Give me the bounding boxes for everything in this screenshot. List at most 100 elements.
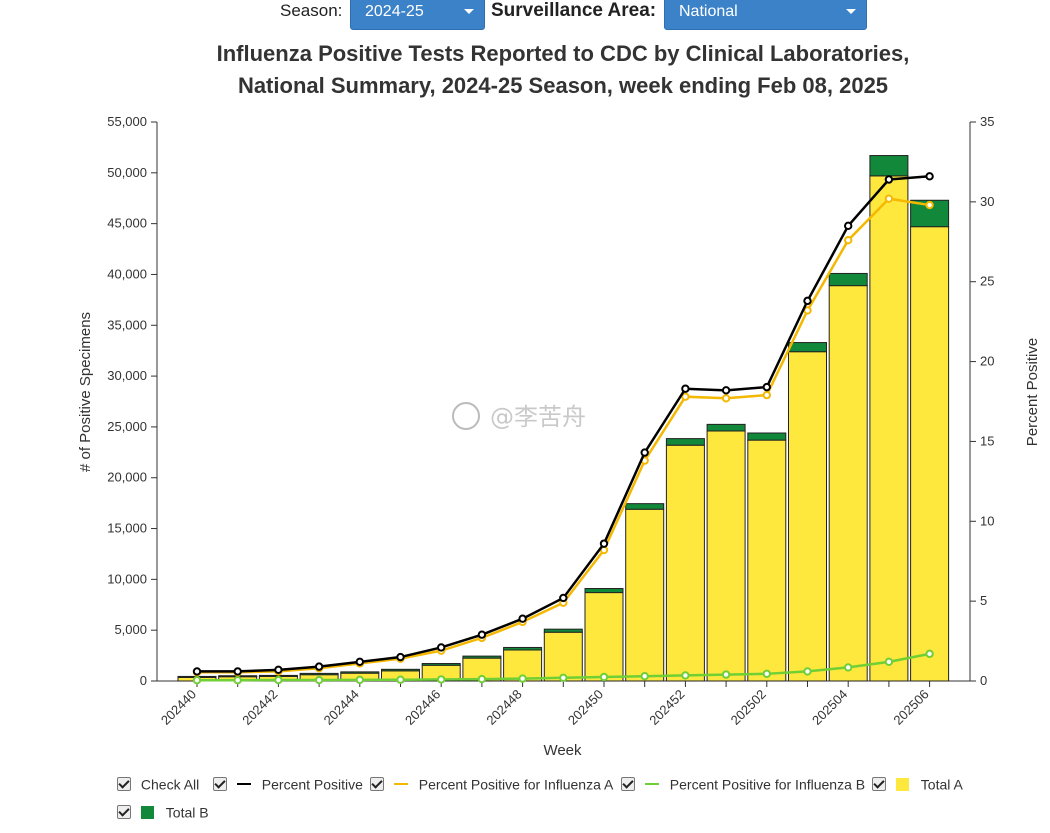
legend-swatch	[393, 783, 408, 786]
bar-total-b	[421, 663, 461, 666]
chart-title-line1: Influenza Positive Tests Reported to CDC…	[216, 41, 910, 66]
line-point	[518, 614, 527, 623]
bar-total-b	[543, 628, 583, 633]
y-tick-label: 15,000	[107, 521, 147, 536]
legend-check-all[interactable]: Check All	[117, 772, 199, 794]
x-tick-label: 202504	[809, 687, 850, 728]
check-all-checkbox[interactable]	[117, 777, 131, 792]
line-point	[844, 235, 853, 245]
y-tick-label: 50,000	[107, 165, 147, 180]
legend-swatch	[644, 783, 659, 786]
line-point	[681, 392, 690, 401]
bar-total-a	[910, 226, 950, 682]
bar-total-b	[706, 423, 746, 432]
line-point	[599, 539, 609, 548]
legend-swatch	[140, 805, 154, 819]
line-point	[233, 676, 242, 685]
line-point	[681, 384, 690, 393]
line-point	[884, 194, 894, 203]
x-tick-label: 202450	[565, 687, 606, 728]
line-point	[844, 663, 853, 672]
line-point	[884, 657, 894, 667]
watermark-icon	[452, 402, 480, 430]
bar-total-a	[869, 175, 909, 682]
y2-axis-title: Percent Positive	[1024, 338, 1041, 446]
line-point	[721, 670, 731, 679]
bar-total-b	[503, 646, 543, 651]
legend-label: Total B	[165, 804, 209, 821]
line-point	[477, 674, 487, 684]
line-point	[721, 386, 731, 395]
legend-checkbox[interactable]	[117, 805, 131, 820]
y2-tick-label: 20	[980, 354, 994, 369]
chevron-down-icon	[846, 9, 856, 14]
y2-tick-label: 5	[980, 593, 987, 608]
y2-tick-label: 30	[980, 194, 994, 209]
surveillance-area-value: National	[679, 3, 738, 20]
line-point	[192, 667, 202, 676]
line-point	[355, 675, 364, 685]
line-point	[640, 672, 649, 681]
line-point	[762, 382, 771, 392]
line-point	[559, 673, 568, 683]
season-label: Season:	[280, 1, 343, 20]
legend-item-percent-positive-b[interactable]: Percent Positive for Influenza B	[621, 772, 865, 794]
controls-bar: Season: 2024-25 Surveillance Area: Natio…	[0, 0, 1050, 32]
legend-checkbox[interactable]	[213, 777, 227, 792]
bar-total-b	[381, 668, 420, 672]
y2-tick-label: 10	[980, 513, 994, 528]
y-tick-label: 55,000	[107, 114, 147, 129]
line-point	[518, 674, 527, 683]
y-tick-label: 5,000	[114, 622, 147, 637]
legend-item-total-b[interactable]: Total B	[117, 800, 209, 822]
line-point	[884, 175, 894, 184]
bar-total-a	[584, 592, 624, 682]
line-point	[925, 649, 934, 659]
legend-checkbox[interactable]	[370, 777, 384, 792]
line-point	[274, 675, 283, 685]
line-point	[803, 296, 812, 306]
line-point	[844, 221, 853, 231]
line-point	[314, 675, 324, 685]
chart-title-line2: National Summary, 2024-25 Season, week e…	[237, 73, 889, 98]
bar-total-b	[665, 438, 705, 446]
line-point	[233, 667, 242, 676]
x-tick-label: 202452	[646, 687, 687, 728]
bar-total-a	[828, 285, 868, 682]
x-axis-title: Week	[543, 742, 582, 759]
season-select[interactable]: 2024-25	[350, 0, 485, 30]
x-tick-label: 202506	[890, 687, 931, 728]
legend-item-percent-positive-a[interactable]: Percent Positive for Influenza A	[370, 772, 613, 794]
x-tick-label: 202440	[158, 687, 199, 728]
surveillance-area-select[interactable]: National	[664, 0, 867, 30]
y2-tick-label: 25	[980, 274, 994, 289]
legend-swatch	[236, 783, 251, 786]
legend-item-percent-positive[interactable]: Percent Positive	[213, 772, 363, 794]
bar-total-b	[788, 342, 827, 353]
y-tick-label: 30,000	[107, 368, 147, 383]
legend-label: Percent Positive for Influenza B	[669, 776, 866, 793]
bar-total-b	[584, 588, 624, 594]
legend-item-total-a[interactable]: Total A	[872, 772, 963, 794]
y-tick-label: 40,000	[107, 266, 147, 281]
bar-total-b	[299, 672, 339, 676]
legend-label: Percent Positive	[261, 776, 363, 793]
line-point	[437, 643, 446, 652]
legend-checkbox[interactable]	[872, 777, 886, 792]
x-tick-label: 202442	[239, 687, 280, 728]
line-point	[396, 675, 405, 684]
chart-svg: 0 5,000 10,000 15,000 20,000 25,000 30,000 35,0…	[77, 114, 1041, 759]
x-tick-label: 202444	[321, 687, 362, 728]
line-point	[477, 630, 487, 639]
bar-total-a	[788, 351, 827, 682]
bar-total-b	[869, 155, 909, 177]
y-tick-label: 45,000	[107, 216, 147, 231]
chevron-down-icon	[464, 9, 474, 14]
line-point	[640, 448, 649, 457]
line-point	[803, 667, 812, 676]
legend-checkbox[interactable]	[621, 777, 635, 792]
line-point	[925, 172, 934, 181]
bar-total-b	[625, 503, 665, 510]
surveillance-area-label: Surveillance Area:	[491, 0, 657, 21]
bar-total-b	[340, 671, 380, 674]
